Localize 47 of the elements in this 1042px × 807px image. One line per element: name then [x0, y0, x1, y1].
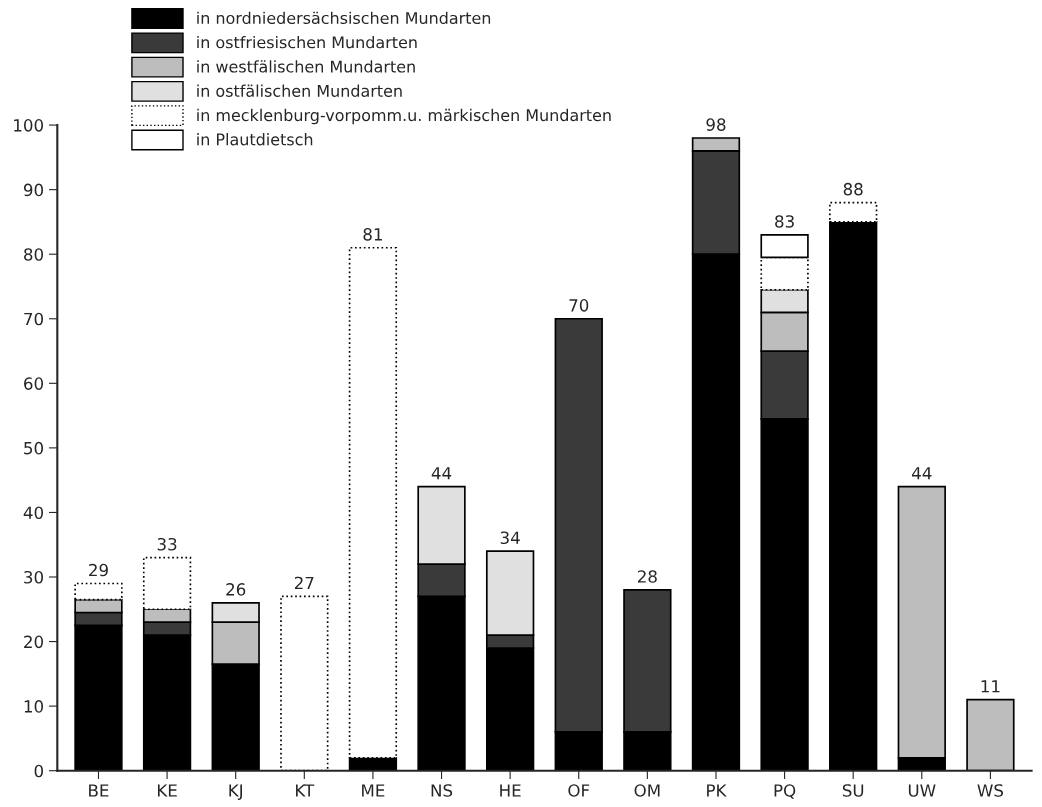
bar — [966, 698, 1015, 771]
total-label: 34 — [500, 531, 520, 545]
total-label: 33 — [157, 537, 177, 551]
x-tick-label: PQ — [774, 784, 796, 799]
x-tick-label: PK — [707, 784, 727, 797]
y-tick-label: 50 — [24, 441, 44, 455]
x-tick-label: WS — [977, 784, 1004, 797]
x-tick-label: KJ — [229, 784, 242, 800]
y-tick-label: 100 — [14, 119, 44, 132]
x-tick-label: NS — [431, 784, 453, 797]
total-label: 11 — [981, 680, 1000, 693]
legend-label: in Plautdietsch — [197, 133, 313, 146]
total-label: 26 — [226, 583, 246, 596]
total-label: 27 — [294, 576, 314, 590]
bar — [280, 595, 329, 771]
x-tick-label: OF — [568, 784, 590, 797]
total-label: 29 — [89, 563, 108, 577]
x-tick-label: KT — [296, 784, 315, 797]
y-tick-label: 10 — [24, 700, 44, 713]
total-label: 83 — [775, 215, 794, 228]
y-tick-label: 90 — [23, 183, 44, 197]
total-label: 88 — [843, 182, 863, 196]
x-tick-label: HE — [500, 784, 521, 797]
total-label: 81 — [363, 228, 382, 241]
x-tick-label: BE — [89, 784, 109, 797]
y-tick-label: 70 — [24, 312, 44, 326]
x-tick-label: UW — [908, 784, 936, 797]
legend-label: in nordniedersächsischen Mundarten — [197, 11, 491, 25]
y-tick-label: 20 — [24, 635, 44, 649]
y-tick-label: 40 — [23, 506, 44, 520]
y-tick-label: 0 — [34, 764, 44, 778]
x-tick-label: SU — [842, 784, 864, 797]
x-tick-label: KE — [157, 784, 177, 797]
legend-label: in ostfälischen Mundarten — [197, 84, 402, 97]
x-tick-label: ME — [362, 784, 385, 797]
legend-label: in ostfriesischen Mundarten — [197, 35, 417, 49]
total-label: 70 — [569, 299, 589, 312]
y-tick-label: 30 — [24, 570, 44, 584]
y-tick-label: 60 — [24, 377, 44, 390]
legend-label: in mecklenburg-vorpomm.u. märkischen Mundarten — [197, 108, 611, 125]
legend-label: in westfälischen Mundarten — [197, 60, 415, 73]
y-tick-label: 80 — [24, 248, 44, 261]
total-label: 98 — [706, 118, 726, 131]
total-label: 44 — [431, 467, 452, 480]
total-label: 28 — [637, 570, 657, 583]
total-label: 44 — [912, 467, 932, 480]
x-tick-label: OM — [634, 784, 660, 797]
